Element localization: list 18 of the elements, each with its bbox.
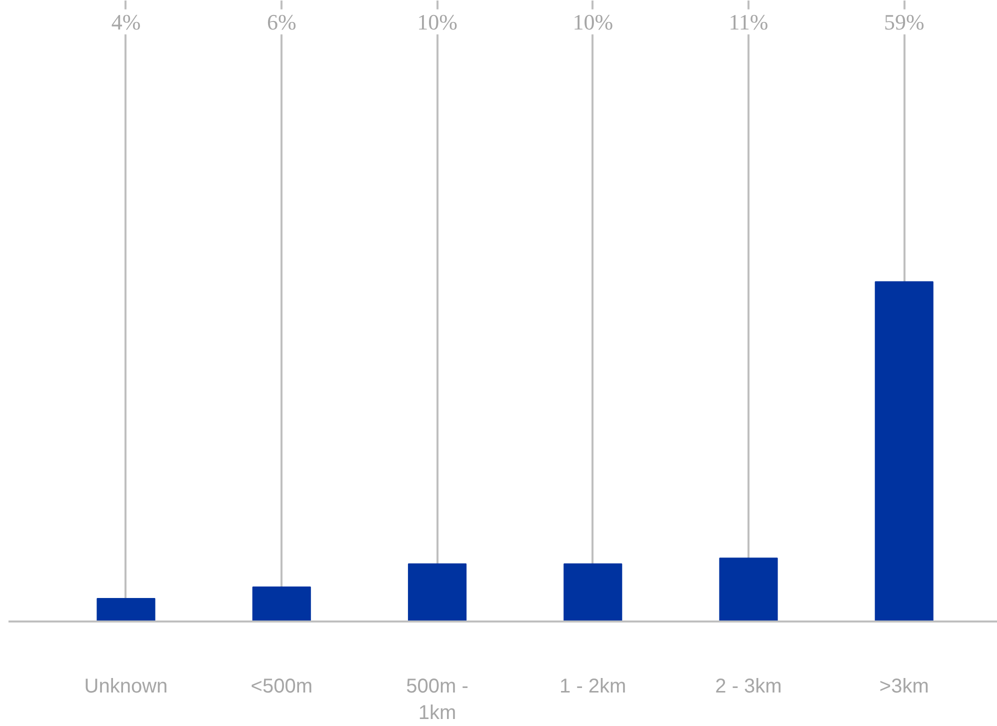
bar <box>719 558 778 622</box>
bar <box>252 586 311 622</box>
data-label: 6% <box>266 9 296 34</box>
x-tick-label: Unknown <box>84 676 168 698</box>
x-tick-label: 2 - 3km <box>715 676 782 698</box>
data-label: 59% <box>884 9 924 34</box>
data-label: 10% <box>572 9 614 34</box>
data-label: 10% <box>417 9 458 34</box>
x-tick-label: 1 - 2km <box>560 676 626 698</box>
x-tick-label: >3km <box>879 676 929 698</box>
x-tick-label: <500m <box>250 676 312 698</box>
bar <box>408 563 467 622</box>
x-tick-label: 500m - 1km <box>406 676 468 724</box>
bar <box>874 281 934 622</box>
data-label: 4% <box>111 9 141 34</box>
bar <box>564 563 622 622</box>
bar <box>96 598 156 622</box>
data-label: 11% <box>728 9 768 34</box>
